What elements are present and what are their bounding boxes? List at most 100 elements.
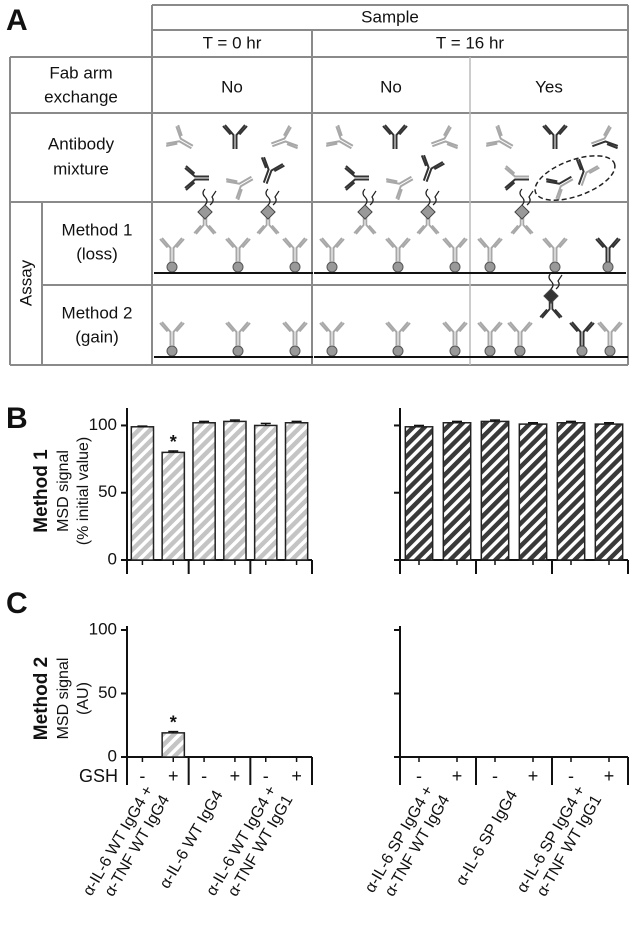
antibody-half	[344, 165, 369, 178]
antibody-half	[430, 125, 452, 145]
antibody-half	[272, 140, 299, 150]
antibody-half	[504, 165, 529, 178]
bar	[594, 423, 624, 561]
x-tick-label: -	[492, 766, 498, 786]
antibody-half	[382, 124, 395, 149]
antibody-icon	[225, 237, 251, 262]
antibody-half	[282, 237, 295, 262]
antibody-icon	[184, 165, 209, 191]
antibody-half	[442, 321, 455, 346]
antibody-icon	[225, 321, 251, 346]
antibody-icon	[282, 321, 308, 346]
bead	[232, 261, 244, 273]
antibody-half	[172, 321, 185, 346]
antibody-icon	[159, 237, 185, 262]
x-tick-label: +	[604, 766, 615, 786]
row-group-label: Assay	[16, 259, 35, 306]
category-title: GSH	[79, 766, 118, 786]
bar	[223, 420, 247, 561]
antibody-half	[592, 140, 619, 150]
column-header: T = 16 hr	[436, 33, 505, 52]
y-axis-label: MSD signal	[55, 450, 72, 532]
antibody-half	[569, 321, 582, 346]
antibody-half	[184, 178, 209, 191]
panel-a-table: A Sample T = 0 hr T = 16 hr Fab arm exch…	[6, 4, 629, 366]
antibody-half	[270, 125, 292, 145]
bead	[576, 345, 588, 357]
bar	[404, 426, 434, 561]
bar	[161, 451, 186, 561]
antibody-icon	[575, 158, 600, 187]
bead	[604, 345, 616, 357]
antibody-half	[225, 321, 238, 346]
panel-letter: B	[6, 402, 28, 435]
antibody-half	[495, 124, 514, 147]
antibody-icon	[477, 237, 503, 262]
x-tick-label: -	[416, 766, 422, 786]
annotation: *	[170, 712, 177, 732]
signal-squiggle	[425, 188, 440, 206]
antibody-icon	[226, 175, 254, 201]
antibody-icon	[595, 237, 621, 262]
y-axis-label: MSD signal	[55, 658, 72, 740]
antibody-icon	[597, 321, 623, 346]
antibody-half	[455, 237, 468, 262]
row-label: Antibody	[48, 134, 115, 153]
antibody-half	[555, 178, 574, 201]
group-label: α-IL-6 SP IgG4	[453, 788, 521, 889]
antibody-half	[344, 178, 369, 191]
antibody-half	[477, 237, 490, 262]
antibody-icon	[546, 175, 574, 201]
antibody-icon	[486, 124, 514, 150]
antibody-half	[385, 237, 398, 262]
antibody-half	[319, 321, 332, 346]
antibody-half	[425, 161, 445, 183]
bead	[326, 261, 338, 273]
antibody-icon	[442, 321, 468, 346]
antibody-icon	[270, 125, 299, 150]
antibody-half	[395, 178, 414, 201]
antibody-half	[235, 124, 248, 149]
signal-squiggle	[519, 188, 534, 206]
antibody-half	[610, 321, 623, 346]
antibody-icon	[542, 124, 568, 149]
antibody-half	[597, 321, 610, 346]
antibody-icon	[477, 321, 503, 346]
y-tick-label: 0	[108, 746, 117, 765]
antibody-half	[608, 237, 621, 262]
x-tick-label: -	[139, 766, 145, 786]
bead	[484, 261, 496, 273]
row-label: (gain)	[75, 327, 118, 346]
bead	[326, 345, 338, 357]
antibody-icon	[442, 237, 468, 262]
antibody-half	[282, 321, 295, 346]
column-header: T = 0 hr	[203, 33, 262, 52]
antibody-icon	[590, 125, 619, 150]
bar	[161, 732, 186, 758]
signal-squiggle	[362, 188, 377, 206]
antibody-half	[238, 321, 251, 346]
antibody-half	[432, 140, 459, 150]
antibody-icon	[386, 175, 414, 201]
bead	[449, 261, 461, 273]
bead	[484, 345, 496, 357]
x-tick-label: -	[263, 766, 269, 786]
antibody-half	[398, 321, 411, 346]
bar	[442, 422, 472, 561]
antibody-half	[486, 140, 512, 150]
antibody-icon	[420, 154, 445, 183]
antibody-half	[590, 125, 612, 145]
antibody-icon	[166, 124, 194, 150]
antibody-half	[332, 237, 345, 262]
x-tick-label: +	[452, 766, 463, 786]
row-label: Fab arm	[49, 63, 112, 82]
y-axis-label: (% initial value)	[75, 437, 92, 545]
bead	[514, 345, 526, 357]
antibody-half	[222, 124, 235, 149]
x-tick-label: +	[291, 766, 302, 786]
antibody-icon	[344, 165, 369, 191]
antibody-icon	[569, 321, 595, 346]
row-label: (loss)	[76, 244, 118, 263]
row-label: exchange	[44, 87, 118, 106]
antibody-half	[319, 237, 332, 262]
